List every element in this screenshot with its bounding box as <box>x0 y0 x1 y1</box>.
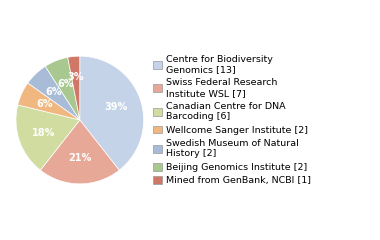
Text: 39%: 39% <box>105 102 128 113</box>
Text: 18%: 18% <box>32 127 55 138</box>
Text: 6%: 6% <box>45 87 62 97</box>
Text: 6%: 6% <box>57 79 74 90</box>
Wedge shape <box>18 83 80 120</box>
Text: 6%: 6% <box>37 99 53 109</box>
Text: 3%: 3% <box>67 72 84 82</box>
Text: 21%: 21% <box>68 153 92 163</box>
Legend: Centre for Biodiversity
Genomics [13], Swiss Federal Research
Institute WSL [7],: Centre for Biodiversity Genomics [13], S… <box>153 55 310 185</box>
Wedge shape <box>28 66 80 120</box>
Wedge shape <box>80 56 144 170</box>
Wedge shape <box>40 120 119 184</box>
Wedge shape <box>16 105 80 170</box>
Wedge shape <box>68 56 80 120</box>
Wedge shape <box>45 57 80 120</box>
